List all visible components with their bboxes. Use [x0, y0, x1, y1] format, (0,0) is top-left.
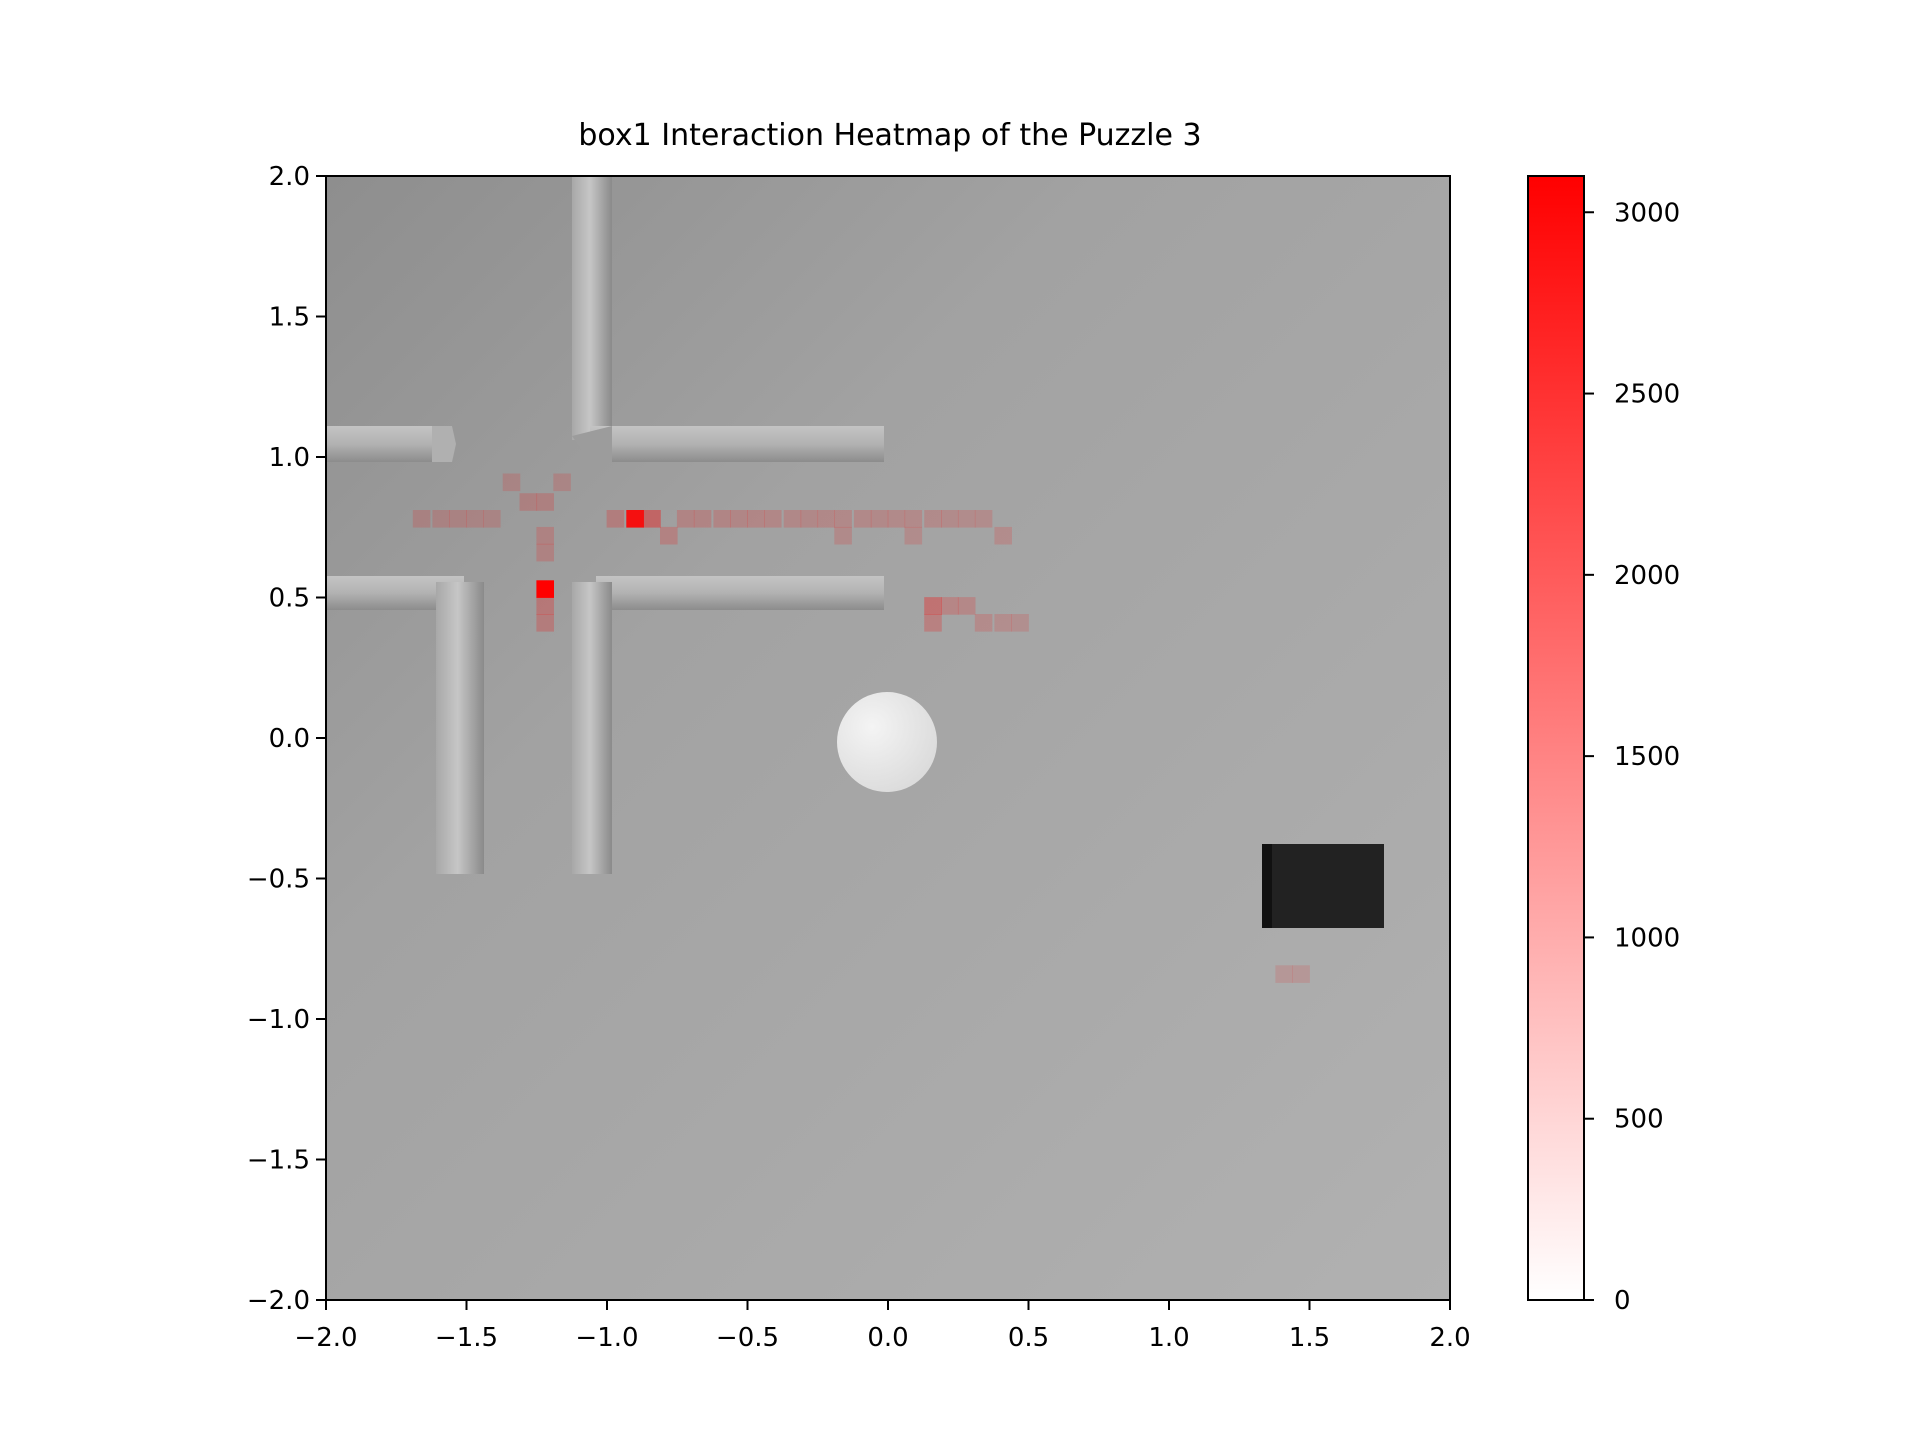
black-box — [1262, 844, 1384, 928]
heatmap-cell — [747, 510, 765, 528]
colorbar-tick-label: 500 — [1614, 1105, 1664, 1135]
colorbar-tick-label: 1500 — [1614, 742, 1680, 772]
heatmap-cell — [924, 510, 942, 528]
y-tick-label: 1.5 — [269, 303, 310, 333]
heatmap-cell — [660, 526, 678, 545]
wall-vertical-right — [572, 582, 612, 874]
plot-area: −2.0 −1.5 −1.0 −0.5 0.0 0.5 1.0 1.5 2.0 2.0 1.5 1.… — [247, 162, 1471, 1353]
colorbar-tick-label: 2000 — [1614, 561, 1680, 591]
heatmap-cell — [924, 614, 942, 632]
colorbar-tick-label: 3000 — [1614, 198, 1680, 228]
x-tick-label: −0.5 — [716, 1323, 779, 1353]
x-tick-label: −2.0 — [294, 1323, 357, 1353]
puzzle-scene — [326, 176, 1384, 928]
wall-corner-top — [572, 426, 612, 462]
heatmap-cell — [994, 614, 1012, 632]
heatmap-cell — [449, 510, 467, 528]
heatmap-cells — [412, 473, 1310, 983]
heatmap-cell — [693, 510, 712, 528]
wall-horizontal-right-bottom — [596, 576, 884, 610]
black-box-edge — [1262, 844, 1272, 928]
y-tick-label: −0.5 — [247, 865, 310, 895]
heatmap-cell — [730, 510, 748, 528]
heatmap-cell — [1275, 965, 1293, 983]
heatmap-cell — [853, 510, 872, 528]
heatmap-cell — [536, 526, 554, 545]
heatmap-cell — [519, 493, 538, 511]
y-axis: 2.0 1.5 1.0 0.5 0.0 −0.5 −1.0 −1.5 −2.0 — [247, 162, 326, 1316]
heatmap-cell — [676, 510, 695, 528]
heatmap-cell — [974, 614, 993, 632]
heatmap-cell — [834, 510, 852, 528]
x-tick-label: −1.5 — [435, 1323, 498, 1353]
heatmap-cell — [904, 526, 923, 545]
colorbar-tick-label: 1000 — [1614, 923, 1680, 953]
heatmap-cell — [536, 580, 554, 598]
heatmap-cell — [817, 510, 835, 528]
heatmap-cell — [713, 510, 731, 528]
heatmap-cell — [1292, 965, 1310, 983]
heatmap-cell — [870, 510, 889, 528]
y-tick-label: −1.5 — [247, 1146, 310, 1176]
wall-vertical-top — [572, 176, 612, 440]
white-sphere — [837, 692, 937, 792]
y-tick-label: 0.5 — [269, 584, 310, 614]
heatmap-cell — [957, 510, 976, 528]
y-tick-label: 2.0 — [269, 162, 310, 192]
heatmap-cell — [800, 510, 819, 528]
heatmap-cell — [536, 493, 554, 511]
heatmap-cell — [553, 473, 571, 492]
colorbar-ticks: 0 500 1000 1500 2000 2500 3000 — [1584, 198, 1680, 1316]
x-tick-label: 2.0 — [1429, 1323, 1470, 1353]
heatmap-cell — [957, 597, 976, 615]
heatmap-cell — [764, 510, 782, 528]
heatmap-cell — [626, 510, 644, 528]
heatmap-cell — [924, 597, 942, 615]
heatmap-cell — [502, 473, 521, 492]
heatmap-cell — [432, 510, 450, 528]
x-tick-label: 1.5 — [1289, 1323, 1330, 1353]
heatmap-cell — [974, 510, 993, 528]
y-tick-label: 0.0 — [269, 724, 310, 754]
x-tick-label: 0.5 — [1008, 1323, 1049, 1353]
heatmap-cell — [887, 510, 906, 528]
heatmap-cell — [536, 614, 554, 632]
colorbar-tick-label: 0 — [1614, 1286, 1631, 1316]
wall-horizontal-left-top — [326, 426, 452, 462]
x-axis: −2.0 −1.5 −1.0 −0.5 0.0 0.5 1.0 1.5 2.0 — [294, 1300, 1471, 1353]
x-tick-label: 1.0 — [1148, 1323, 1189, 1353]
heatmap-cell — [941, 510, 959, 528]
heatmap-cell — [536, 597, 554, 615]
x-tick-label: −1.0 — [575, 1323, 638, 1353]
y-tick-label: −2.0 — [247, 1286, 310, 1316]
heatmap-cell — [834, 526, 852, 545]
heatmap-cell — [904, 510, 923, 528]
heatmap-cell — [1011, 614, 1029, 632]
y-tick-label: 1.0 — [269, 443, 310, 473]
heatmap-cell — [643, 510, 661, 528]
heatmap-cell — [483, 510, 501, 528]
colorbar-tick-label: 2500 — [1614, 380, 1680, 410]
heatmap-cell — [466, 510, 484, 528]
heatmap-cell — [606, 510, 625, 528]
heatmap-cell — [412, 510, 431, 528]
wall-horizontal-right-top — [590, 426, 884, 462]
heatmap-cell — [783, 510, 802, 528]
wall-horizontal-left-top-end — [432, 426, 456, 462]
heatmap-cell — [941, 597, 959, 615]
heatmap-cell — [536, 543, 554, 562]
heatmap-cell — [994, 526, 1012, 545]
colorbar: 0 500 1000 1500 2000 2500 3000 — [1527, 175, 1680, 1316]
y-tick-label: −1.0 — [247, 1005, 310, 1035]
x-tick-label: 0.0 — [867, 1323, 908, 1353]
chart-title: box1 Interaction Heatmap of the Puzzle 3 — [578, 118, 1201, 153]
wall-vertical-left — [436, 582, 484, 874]
colorbar-gradient — [1527, 175, 1585, 1301]
